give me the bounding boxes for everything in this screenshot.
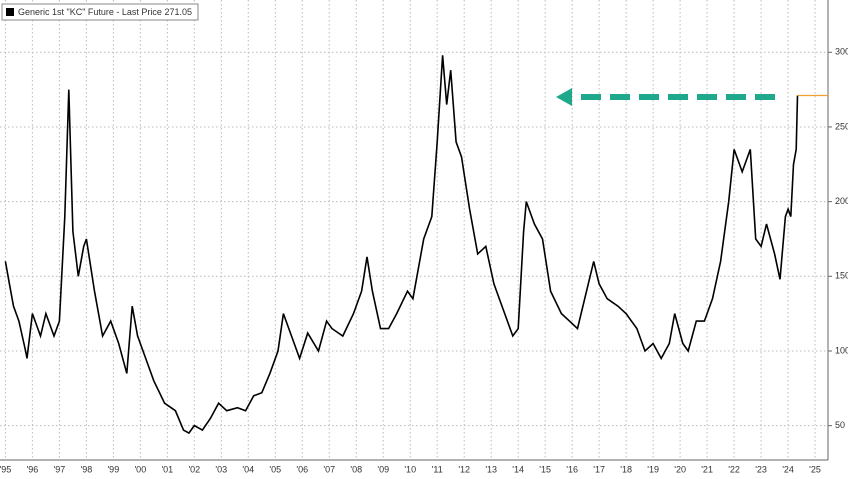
x-tick-label: '99 — [107, 464, 119, 474]
x-tick-label: '96 — [27, 464, 39, 474]
legend-swatch — [6, 8, 14, 16]
y-tick-label: 200 — [835, 196, 848, 206]
legend-label: Generic 1st "KC" Future - Last Price 271… — [18, 7, 192, 17]
x-tick-label: '09 — [377, 464, 389, 474]
legend-box — [1, 3, 199, 21]
x-tick-label: '06 — [296, 464, 308, 474]
x-tick-label: '12 — [458, 464, 470, 474]
x-tick-label: '11 — [432, 464, 443, 474]
x-tick-label: '97 — [54, 464, 66, 474]
price-line — [4, 55, 799, 435]
x-tick-label: '13 — [485, 464, 497, 474]
arrow — [556, 88, 775, 106]
x-tick-label: '07 — [323, 464, 335, 474]
x-tick-label: '21 — [701, 464, 713, 474]
y-tick-label: 50 — [835, 420, 845, 430]
x-tick-label: '00 — [134, 464, 146, 474]
x-tick-label: '25 — [809, 464, 821, 474]
y-tick-label: 250 — [835, 121, 848, 131]
x-tick-label: '14 — [512, 464, 524, 474]
x-tick-label: '22 — [728, 464, 740, 474]
arrow-head — [556, 88, 572, 106]
x-tick-label: '16 — [566, 464, 578, 474]
x-tick-label: '95 — [0, 464, 11, 474]
x-tick-label: '10 — [404, 464, 416, 474]
x-tick-label: '01 — [161, 464, 173, 474]
x-tick-label: '15 — [539, 464, 551, 474]
x-tick-label: '20 — [674, 464, 686, 474]
legend: Generic 1st "KC" Future - Last Price 271… — [1, 3, 199, 21]
y-tick-label: 100 — [835, 345, 848, 355]
x-tick-label: '19 — [647, 464, 659, 474]
y-tick-label: 150 — [835, 271, 848, 281]
x-tick-label: '98 — [80, 464, 92, 474]
y-tick-label: 300 — [835, 47, 848, 57]
x-tick-label: '03 — [215, 464, 227, 474]
x-tick-label: '04 — [242, 464, 254, 474]
x-tick-label: '02 — [188, 464, 200, 474]
x-tick-label: '23 — [755, 464, 767, 474]
x-tick-label: '17 — [593, 464, 605, 474]
x-tick-label: '05 — [269, 464, 281, 474]
x-tick-label: '08 — [350, 464, 362, 474]
x-tick-label: '18 — [620, 464, 632, 474]
x-tick-label: '24 — [782, 464, 794, 474]
